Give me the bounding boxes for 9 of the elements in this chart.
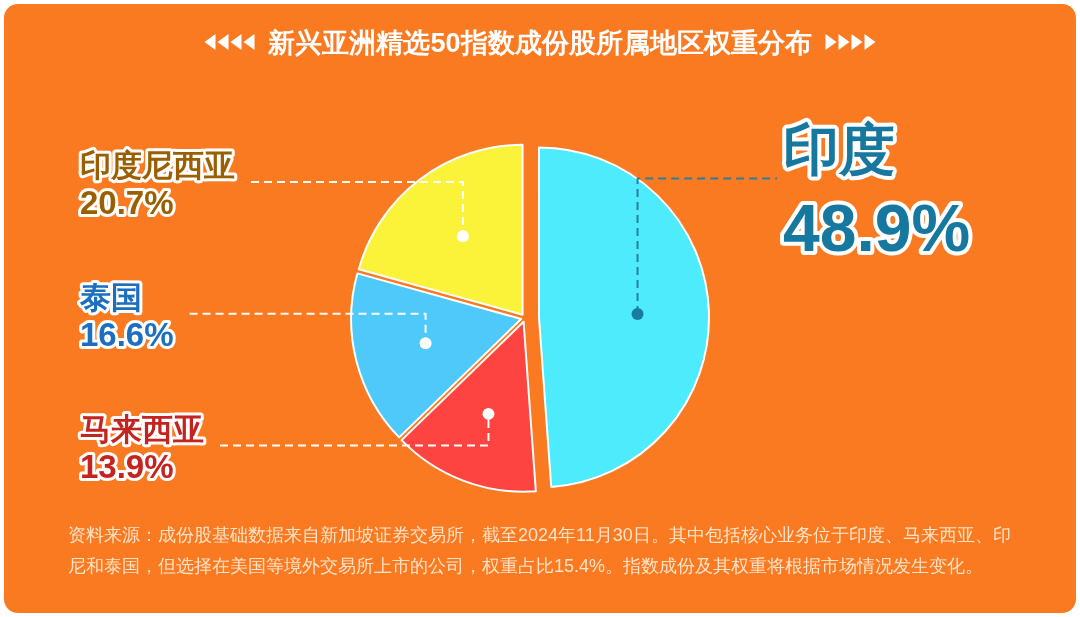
text: 资料来源：成份股基础数据来自新加坡证券交易所，截至2024年11月30日。其中包括核心业务位于印度、马来西亚、印尼和泰国，但选择在美国等境外交易所上市的公司，权重占比15.4%。指数成份及其权重将根据市场情况发生变化。 bbox=[68, 524, 1012, 578]
data-label: 20.7% bbox=[80, 184, 174, 221]
slice-label: 泰国 bbox=[79, 279, 142, 315]
data-label: 48.9% bbox=[783, 190, 971, 265]
data-label: 13.9% bbox=[80, 447, 174, 485]
slice-label: 马来西亚 bbox=[80, 411, 204, 447]
data-label: 16.6% bbox=[80, 315, 174, 353]
slice-label: 印度 bbox=[783, 117, 895, 181]
slice-label: 印度尼西亚 bbox=[80, 148, 235, 183]
